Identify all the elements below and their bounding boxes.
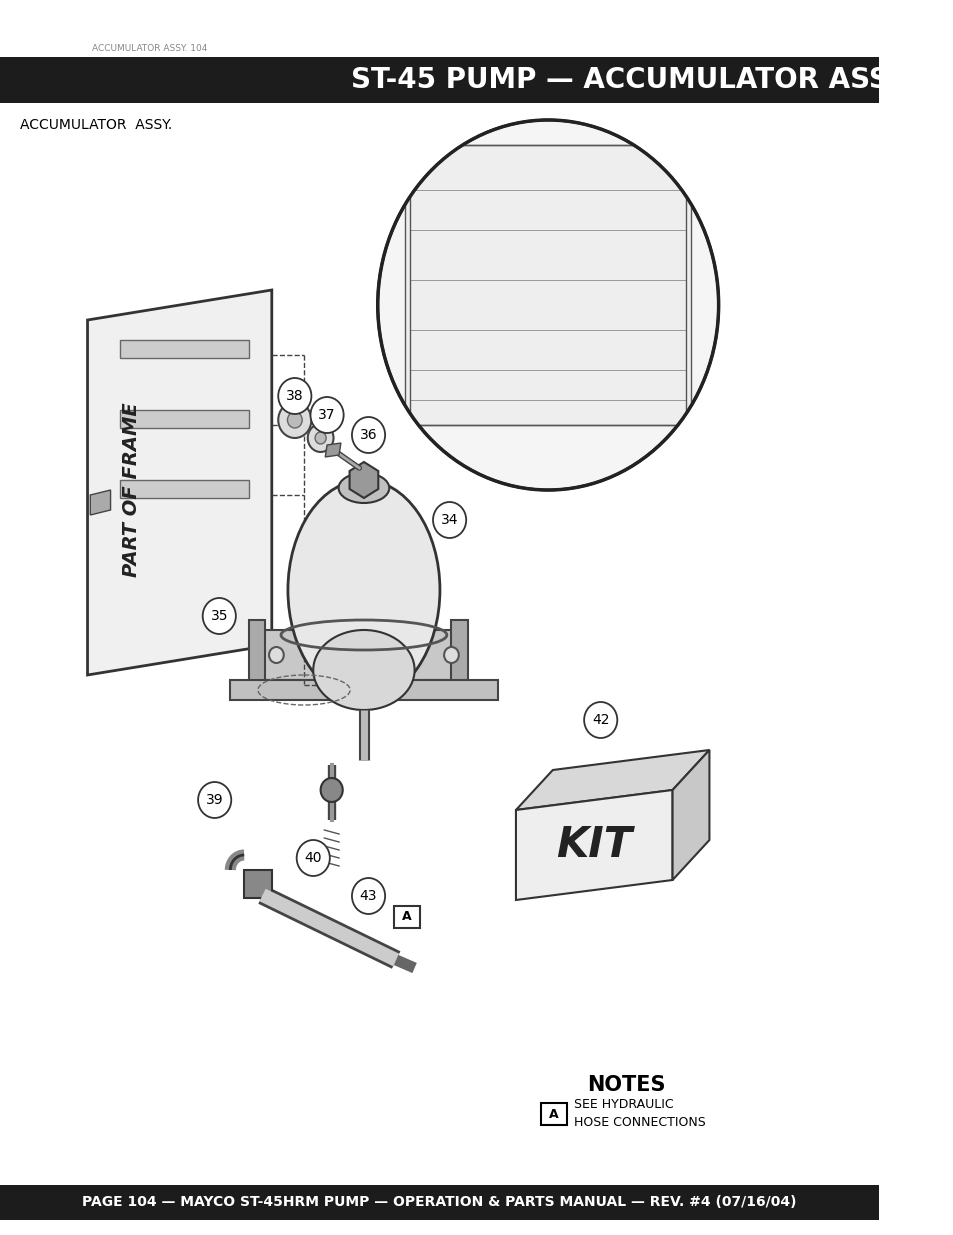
Text: bracket area: bracket area bbox=[223, 615, 232, 616]
Text: 34: 34 bbox=[440, 513, 457, 527]
Bar bbox=[249, 620, 265, 690]
Polygon shape bbox=[672, 750, 709, 881]
Polygon shape bbox=[349, 462, 378, 498]
Bar bbox=[405, 144, 690, 425]
Circle shape bbox=[352, 417, 385, 453]
Circle shape bbox=[443, 647, 458, 663]
Circle shape bbox=[287, 412, 302, 429]
Text: A: A bbox=[402, 910, 412, 924]
Text: 35: 35 bbox=[211, 609, 228, 622]
Polygon shape bbox=[91, 490, 111, 515]
Bar bbox=[0, 57, 878, 103]
Text: A: A bbox=[548, 1108, 558, 1120]
Circle shape bbox=[583, 701, 617, 739]
Text: 37: 37 bbox=[318, 408, 335, 422]
Ellipse shape bbox=[313, 630, 415, 710]
Circle shape bbox=[308, 424, 334, 452]
Circle shape bbox=[269, 647, 283, 663]
Text: KIT: KIT bbox=[556, 824, 632, 866]
Text: PART OF FRAME: PART OF FRAME bbox=[122, 403, 141, 578]
Circle shape bbox=[377, 120, 718, 490]
Circle shape bbox=[296, 840, 330, 876]
Text: 39: 39 bbox=[206, 793, 223, 806]
Bar bbox=[244, 869, 272, 898]
Text: NOTES: NOTES bbox=[587, 1074, 665, 1095]
Ellipse shape bbox=[338, 473, 389, 503]
Polygon shape bbox=[516, 750, 709, 810]
Bar bbox=[451, 620, 468, 690]
Circle shape bbox=[320, 778, 342, 802]
Bar bbox=[0, 1186, 878, 1220]
Bar bbox=[540, 1103, 566, 1125]
Bar bbox=[120, 410, 249, 429]
Circle shape bbox=[278, 403, 311, 438]
Text: 43: 43 bbox=[359, 889, 376, 903]
Circle shape bbox=[278, 378, 311, 414]
Text: ACCUMULATOR ASSY. 104: ACCUMULATOR ASSY. 104 bbox=[92, 44, 208, 53]
Polygon shape bbox=[516, 790, 672, 900]
Text: ST-45 PUMP — ACCUMULATOR ASSY.: ST-45 PUMP — ACCUMULATOR ASSY. bbox=[351, 65, 914, 94]
Bar bbox=[262, 630, 465, 680]
Bar bbox=[394, 906, 419, 927]
Polygon shape bbox=[325, 443, 340, 457]
Text: 42: 42 bbox=[592, 713, 609, 727]
Ellipse shape bbox=[288, 480, 439, 700]
Text: 36: 36 bbox=[359, 429, 377, 442]
Bar bbox=[120, 480, 249, 498]
Text: ACCUMULATOR  ASSY.: ACCUMULATOR ASSY. bbox=[20, 119, 172, 132]
Text: SEE HYDRAULIC
HOSE CONNECTIONS: SEE HYDRAULIC HOSE CONNECTIONS bbox=[574, 1098, 705, 1130]
Polygon shape bbox=[230, 680, 497, 700]
Text: PAGE 104 — MAYCO ST-45HRM PUMP — OPERATION & PARTS MANUAL — REV. #4 (07/16/04): PAGE 104 — MAYCO ST-45HRM PUMP — OPERATI… bbox=[82, 1195, 796, 1209]
Circle shape bbox=[352, 878, 385, 914]
Text: 38: 38 bbox=[286, 389, 303, 403]
Polygon shape bbox=[88, 290, 272, 676]
Circle shape bbox=[433, 501, 466, 538]
Circle shape bbox=[314, 432, 326, 445]
Circle shape bbox=[198, 782, 231, 818]
Text: 40: 40 bbox=[304, 851, 322, 864]
Bar bbox=[120, 340, 249, 358]
Circle shape bbox=[202, 598, 235, 634]
Circle shape bbox=[310, 396, 343, 433]
